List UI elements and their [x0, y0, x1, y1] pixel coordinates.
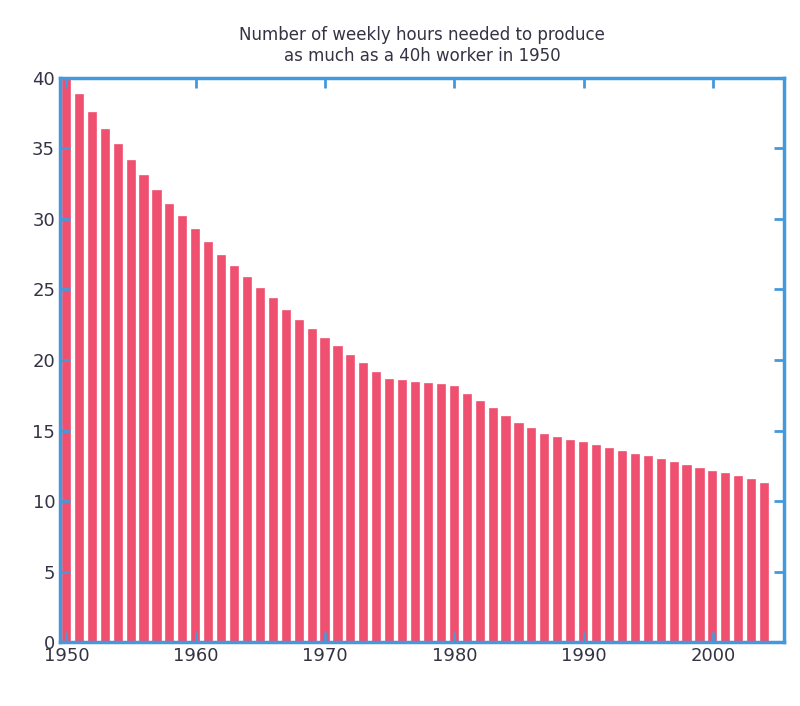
Bar [425, 384, 432, 642]
Bar [542, 435, 548, 642]
Bar [386, 380, 394, 642]
Bar [127, 161, 134, 642]
Bar [683, 466, 690, 642]
Bar [63, 78, 70, 642]
Bar [722, 474, 730, 642]
Bar [179, 217, 186, 642]
Bar [697, 469, 703, 642]
Bar [218, 256, 225, 642]
Bar [619, 452, 626, 642]
Bar [141, 176, 147, 642]
Title: Number of weekly hours needed to produce
as much as a 40h worker in 1950: Number of weekly hours needed to produce… [239, 26, 605, 65]
Bar [593, 446, 600, 642]
Bar [192, 230, 199, 642]
Bar [606, 449, 613, 642]
Bar [399, 381, 406, 642]
Bar [257, 289, 264, 642]
Bar [412, 383, 419, 642]
Bar [309, 330, 316, 642]
Bar [710, 472, 717, 642]
Bar [231, 267, 238, 642]
Bar [658, 460, 665, 642]
Bar [244, 278, 251, 642]
Bar [567, 441, 574, 642]
Bar [205, 243, 212, 642]
Bar [554, 438, 562, 642]
Bar [114, 145, 122, 642]
Bar [270, 299, 277, 642]
Bar [632, 455, 639, 642]
Bar [670, 463, 678, 642]
Bar [76, 95, 83, 642]
Bar [477, 402, 484, 642]
Bar [373, 373, 380, 642]
Bar [450, 387, 458, 642]
Bar [748, 480, 755, 642]
Bar [296, 321, 302, 642]
Bar [334, 347, 342, 642]
Bar [735, 477, 742, 642]
Bar [322, 339, 329, 642]
Bar [528, 429, 535, 642]
Bar [438, 385, 445, 642]
Bar [580, 443, 587, 642]
Bar [89, 113, 96, 642]
Bar [154, 191, 161, 642]
Bar [464, 395, 471, 642]
Bar [282, 311, 290, 642]
Bar [347, 356, 354, 642]
Bar [360, 364, 367, 642]
Bar [761, 484, 768, 642]
Bar [645, 457, 652, 642]
Bar [102, 130, 109, 642]
Bar [490, 409, 497, 642]
Bar [502, 417, 510, 642]
Bar [166, 205, 174, 642]
Bar [515, 424, 522, 642]
